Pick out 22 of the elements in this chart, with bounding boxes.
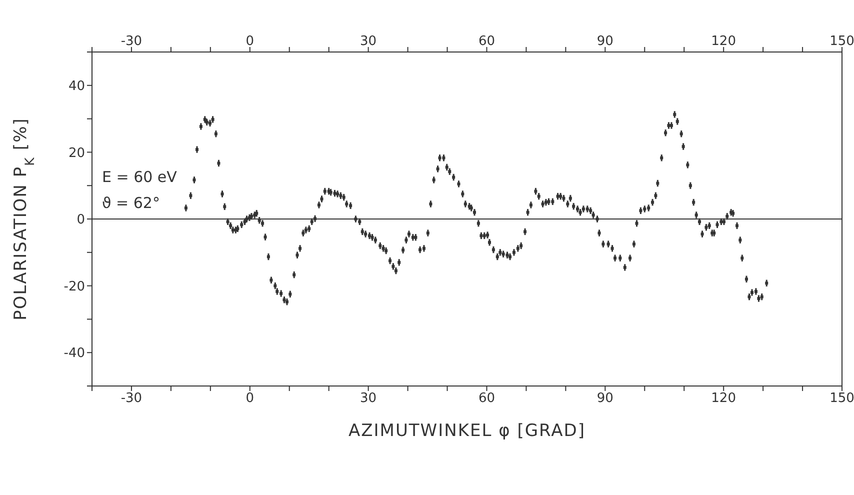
y-tick-label: -20 <box>64 279 85 294</box>
x2-tick-label: 150 <box>830 391 854 406</box>
y-tick-label: 20 <box>68 146 85 161</box>
x-tick-label: 120 <box>711 34 736 49</box>
annotation: E = 60 eV <box>102 168 177 186</box>
x2-tick-label: 0 <box>246 391 254 406</box>
x2-tick-label: -30 <box>120 391 142 406</box>
y-tick-label: 40 <box>68 79 85 94</box>
x2-tick-label: 120 <box>711 391 736 406</box>
x-tick-label: 0 <box>246 34 254 49</box>
x2-tick-label: 60 <box>478 391 496 406</box>
x-axis-title: AZIMUTWINKEL φ [GRAD] <box>348 421 586 441</box>
x-tick-label: 30 <box>360 34 377 49</box>
y-tick-label: 0 <box>76 212 85 228</box>
x-tick-label: 90 <box>596 34 614 49</box>
x-tick-label: 150 <box>830 34 854 49</box>
x-tick-label: -30 <box>120 34 142 49</box>
x2-tick-label: 90 <box>596 391 614 406</box>
x-tick-label: 60 <box>478 34 496 49</box>
x2-tick-label: 30 <box>360 391 377 406</box>
y-tick-label: -40 <box>64 346 85 362</box>
annotation: ϑ = 62° <box>102 194 160 212</box>
